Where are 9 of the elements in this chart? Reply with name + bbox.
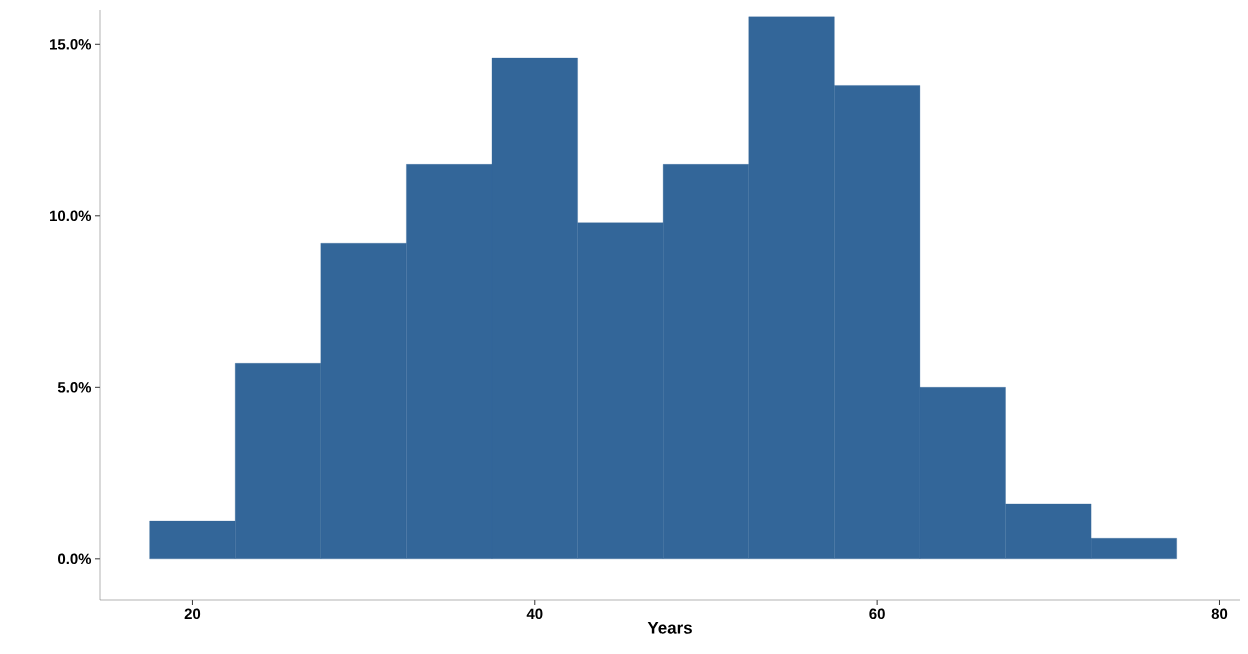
- y-tick-label: 15.0%: [50, 39, 92, 50]
- y-tick-label: 5.0%: [57, 382, 92, 393]
- y-tick-label: 10.0%: [50, 210, 92, 222]
- x-tick-label: 20: [184, 608, 201, 620]
- x-axis-title: Years: [647, 621, 692, 634]
- y-tick-label: 0.0%: [58, 553, 92, 565]
- x-tick-label: 80: [1211, 608, 1228, 620]
- x-tick-label: 40: [526, 608, 543, 620]
- x-tick-label: 60: [869, 608, 885, 620]
